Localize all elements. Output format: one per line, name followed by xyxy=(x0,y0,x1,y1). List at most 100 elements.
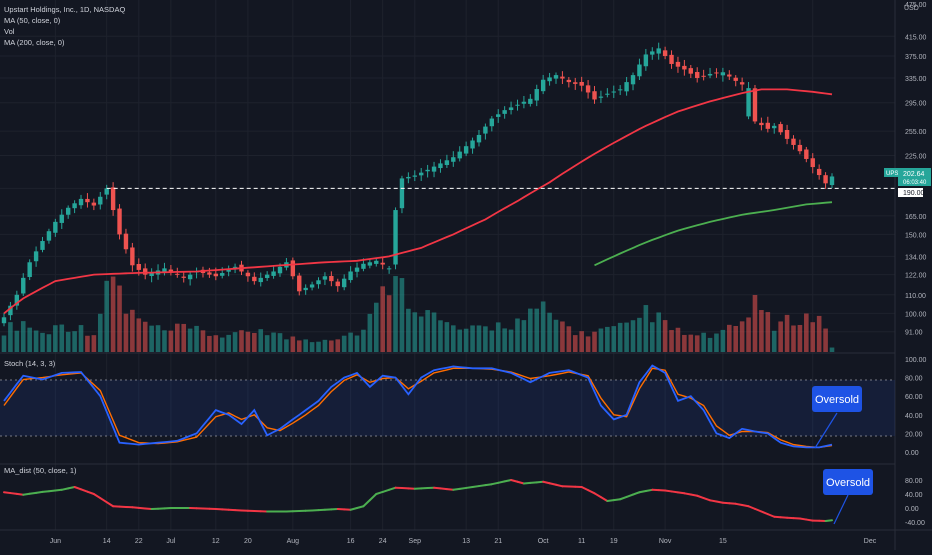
candle-body xyxy=(605,94,609,95)
volume-bar xyxy=(464,329,469,352)
candle-body xyxy=(393,210,397,264)
madist-legend[interactable]: MA_dist (50, close, 1) xyxy=(4,466,77,475)
volume-bar xyxy=(772,331,777,352)
volume-bar xyxy=(650,322,655,352)
candle-body xyxy=(778,124,782,132)
volume-bar xyxy=(124,314,129,352)
candle-body xyxy=(175,274,179,275)
candle-body xyxy=(644,54,648,66)
candle-body xyxy=(297,276,301,292)
volume-bar xyxy=(239,330,244,352)
volume-bar xyxy=(419,317,424,352)
volume-bar xyxy=(40,333,45,352)
price-tick-label: 335.00 xyxy=(905,76,927,83)
volume-bar xyxy=(130,310,135,352)
candle-body xyxy=(271,271,275,275)
candle-body xyxy=(515,105,519,106)
volume-bar xyxy=(515,318,520,352)
candle-body xyxy=(490,119,494,127)
volume-bar xyxy=(701,333,706,352)
candle-body xyxy=(432,167,436,172)
candle-body xyxy=(252,277,256,281)
candle-body xyxy=(342,279,346,288)
volume-bar xyxy=(104,281,109,352)
stoch-tick-label: 40.00 xyxy=(905,413,923,420)
candle-body xyxy=(656,48,660,53)
candle-body xyxy=(47,231,51,240)
volume-bar xyxy=(59,325,64,352)
last-price: 202.64 xyxy=(903,171,925,178)
volume-bar xyxy=(490,330,495,352)
volume-bar xyxy=(66,332,71,352)
stoch-tick-label: 0.00 xyxy=(905,450,919,457)
candle-body xyxy=(104,188,108,194)
candle-body xyxy=(573,82,577,84)
candle-body xyxy=(502,110,506,114)
time-tick-label: Jul xyxy=(166,538,175,545)
madist-tick-label: 0.00 xyxy=(905,506,919,513)
time-tick-label: 19 xyxy=(610,538,618,545)
candle-body xyxy=(464,146,468,153)
volume-bar xyxy=(611,326,616,352)
candle-body xyxy=(637,65,641,77)
candle-body xyxy=(522,102,526,104)
volume-bar xyxy=(111,277,116,352)
candle-body xyxy=(509,107,513,110)
candle-body xyxy=(278,267,282,273)
volume-bar xyxy=(810,322,815,352)
volume-bar xyxy=(554,320,559,352)
price-tick-label: 134.00 xyxy=(905,254,927,261)
candle-body xyxy=(669,55,673,64)
ma50-legend[interactable]: MA (50, close, 0) xyxy=(4,16,61,25)
candle-body xyxy=(708,74,712,76)
ma200-legend[interactable]: MA (200, close, 0) xyxy=(4,38,65,47)
volume-bar xyxy=(669,330,674,352)
candle-body xyxy=(124,234,128,250)
candle-body xyxy=(535,89,539,100)
volume-bar xyxy=(624,323,629,352)
candle-body xyxy=(40,241,44,250)
volume-bar xyxy=(496,322,501,352)
volume-bar xyxy=(34,331,39,352)
candle-body xyxy=(689,68,693,74)
madist-tick-label: 80.00 xyxy=(905,478,923,485)
volume-bar xyxy=(682,335,687,352)
candle-body xyxy=(374,261,378,264)
candle-body xyxy=(21,278,25,294)
volume-bar xyxy=(708,338,713,352)
volume-bar xyxy=(798,325,803,352)
volume-bar xyxy=(733,326,738,352)
volume-bar xyxy=(721,330,726,352)
volume-bar xyxy=(246,332,251,352)
candle-body xyxy=(701,76,705,77)
volume-bar xyxy=(297,340,302,352)
candle-body xyxy=(612,92,616,93)
volume-bar xyxy=(528,309,533,352)
volume-bar xyxy=(586,336,591,352)
candle-body xyxy=(624,82,628,91)
volume-bar xyxy=(169,331,174,352)
volume-bar xyxy=(194,326,199,352)
candle-body xyxy=(220,273,224,276)
time-tick-label: 22 xyxy=(135,538,143,545)
candle-body xyxy=(695,72,699,78)
candle-body xyxy=(265,275,269,278)
volume-bar xyxy=(98,314,103,352)
price-tick-label: 255.00 xyxy=(905,129,927,136)
volume-bar xyxy=(252,333,257,352)
volume-bar xyxy=(201,330,206,352)
volume-bar xyxy=(143,322,148,352)
vol-legend[interactable]: Vol xyxy=(4,27,15,36)
volume-bar xyxy=(162,330,167,352)
candle-body xyxy=(92,203,96,206)
volume-bar xyxy=(817,316,822,352)
candle-body xyxy=(98,197,102,205)
stoch-legend[interactable]: Stoch (14, 3, 3) xyxy=(4,359,56,368)
volume-bar xyxy=(214,335,219,352)
candle-body xyxy=(759,123,763,125)
volume-bar xyxy=(72,331,77,352)
time-tick-label: 21 xyxy=(494,538,502,545)
candle-body xyxy=(303,288,307,290)
candle-body xyxy=(387,268,391,269)
